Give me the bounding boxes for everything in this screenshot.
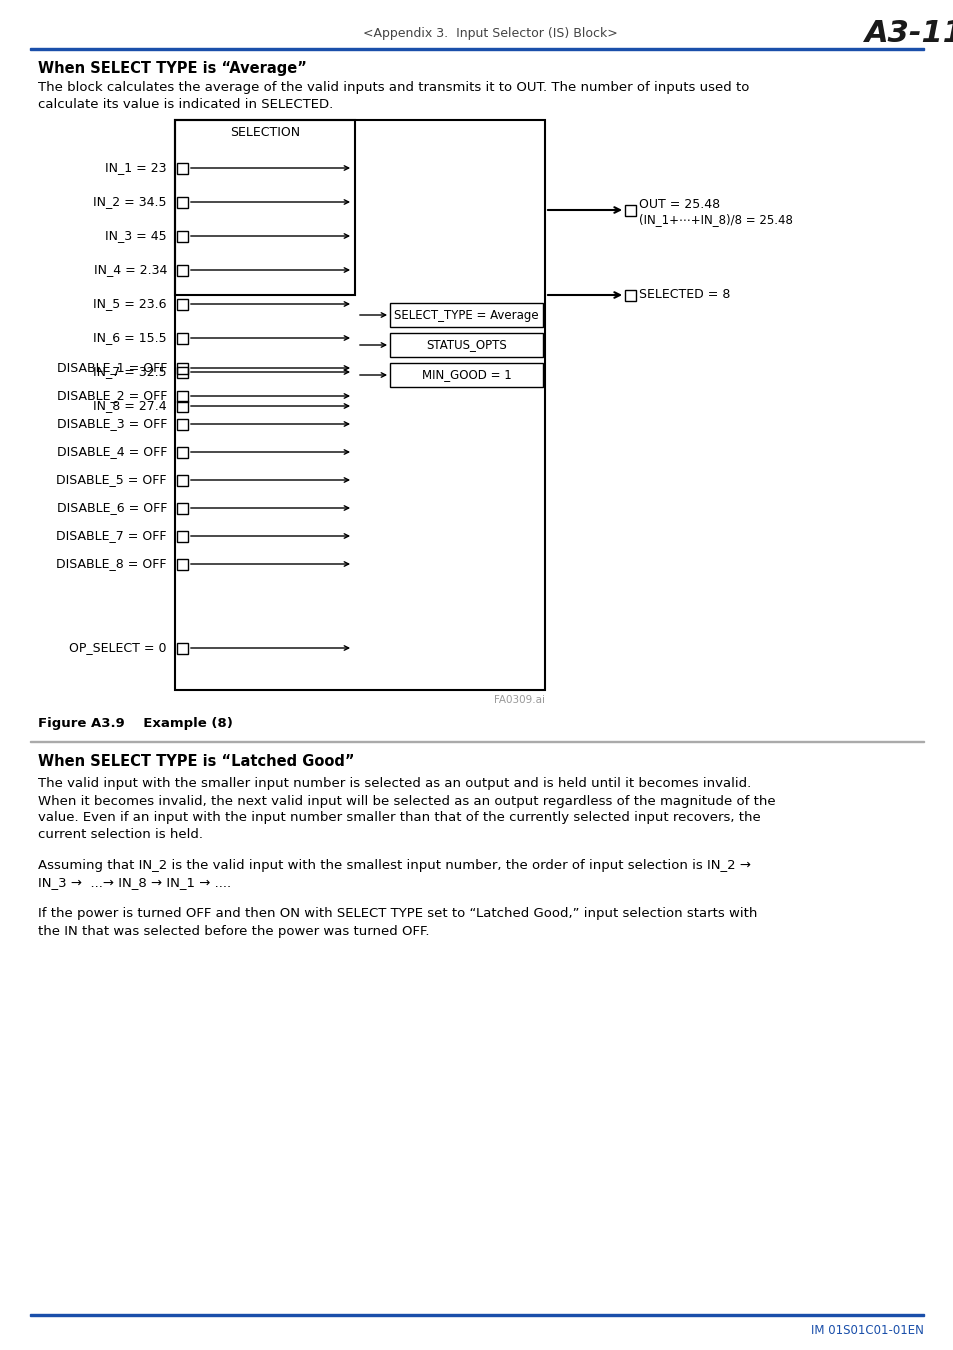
Text: IN_7 = 32.5: IN_7 = 32.5 bbox=[93, 366, 167, 378]
Text: SELECT_TYPE = Average: SELECT_TYPE = Average bbox=[394, 309, 538, 321]
Text: STATUS_OPTS: STATUS_OPTS bbox=[426, 339, 506, 351]
Bar bbox=[177, 447, 188, 458]
Text: If the power is turned OFF and then ON with SELECT TYPE set to “Latched Good,” i: If the power is turned OFF and then ON w… bbox=[38, 907, 757, 921]
Bar bbox=[390, 333, 542, 356]
Text: OUT = 25.48: OUT = 25.48 bbox=[639, 197, 720, 211]
Text: Assuming that IN_2 is the valid input with the smallest input number, the order : Assuming that IN_2 is the valid input wi… bbox=[38, 860, 750, 872]
Bar bbox=[177, 502, 188, 513]
Text: SELECTED = 8: SELECTED = 8 bbox=[639, 289, 730, 301]
Text: current selection is held.: current selection is held. bbox=[38, 829, 203, 841]
Text: (IN_1+⋯+IN_8)/8 = 25.48: (IN_1+⋯+IN_8)/8 = 25.48 bbox=[639, 213, 792, 227]
Text: A3-11: A3-11 bbox=[864, 19, 953, 47]
Text: DISABLE_3 = OFF: DISABLE_3 = OFF bbox=[56, 417, 167, 431]
Bar bbox=[177, 162, 188, 174]
Bar bbox=[177, 332, 188, 343]
Bar bbox=[177, 363, 188, 374]
Bar bbox=[177, 531, 188, 541]
Text: SELECTION: SELECTION bbox=[230, 127, 300, 139]
Bar bbox=[174, 120, 355, 296]
Text: IN_2 = 34.5: IN_2 = 34.5 bbox=[93, 196, 167, 208]
Text: Figure A3.9    Example (8): Figure A3.9 Example (8) bbox=[38, 717, 233, 730]
Bar bbox=[390, 363, 542, 387]
Text: DISABLE_5 = OFF: DISABLE_5 = OFF bbox=[56, 474, 167, 486]
Bar bbox=[174, 120, 544, 690]
Text: FA0309.ai: FA0309.ai bbox=[494, 695, 544, 705]
Bar bbox=[624, 289, 636, 301]
Text: <Appendix 3.  Input Selector (IS) Block>: <Appendix 3. Input Selector (IS) Block> bbox=[362, 27, 617, 39]
Text: IN_5 = 23.6: IN_5 = 23.6 bbox=[93, 297, 167, 310]
Text: value. Even if an input with the input number smaller than that of the currently: value. Even if an input with the input n… bbox=[38, 811, 760, 825]
Text: The valid input with the smaller input number is selected as an output and is he: The valid input with the smaller input n… bbox=[38, 778, 750, 791]
Bar bbox=[177, 298, 188, 309]
Text: the IN that was selected before the power was turned OFF.: the IN that was selected before the powe… bbox=[38, 925, 429, 937]
Text: DISABLE_1 = OFF: DISABLE_1 = OFF bbox=[56, 362, 167, 374]
Bar bbox=[177, 559, 188, 570]
Text: When it becomes invalid, the next valid input will be selected as an output rega: When it becomes invalid, the next valid … bbox=[38, 795, 775, 807]
Text: DISABLE_8 = OFF: DISABLE_8 = OFF bbox=[56, 558, 167, 571]
Text: DISABLE_4 = OFF: DISABLE_4 = OFF bbox=[56, 446, 167, 459]
Text: IN_6 = 15.5: IN_6 = 15.5 bbox=[93, 332, 167, 344]
Bar bbox=[177, 197, 188, 208]
Text: DISABLE_2 = OFF: DISABLE_2 = OFF bbox=[56, 390, 167, 402]
Text: DISABLE_7 = OFF: DISABLE_7 = OFF bbox=[56, 529, 167, 543]
Text: When SELECT TYPE is “Latched Good”: When SELECT TYPE is “Latched Good” bbox=[38, 755, 355, 770]
Text: IN_3 = 45: IN_3 = 45 bbox=[105, 230, 167, 243]
Text: calculate its value is indicated in SELECTED.: calculate its value is indicated in SELE… bbox=[38, 97, 333, 111]
Bar bbox=[177, 418, 188, 429]
Text: MIN_GOOD = 1: MIN_GOOD = 1 bbox=[421, 369, 511, 382]
Bar bbox=[177, 401, 188, 412]
Text: The block calculates the average of the valid inputs and transmits it to OUT. Th: The block calculates the average of the … bbox=[38, 81, 749, 95]
Text: When SELECT TYPE is “Average”: When SELECT TYPE is “Average” bbox=[38, 61, 307, 76]
Bar bbox=[177, 231, 188, 242]
Bar bbox=[624, 204, 636, 216]
Text: DISABLE_6 = OFF: DISABLE_6 = OFF bbox=[56, 501, 167, 514]
Text: IN_3 →  ...→ IN_8 → IN_1 → ....: IN_3 → ...→ IN_8 → IN_1 → .... bbox=[38, 876, 231, 890]
Bar bbox=[30, 47, 923, 50]
Bar bbox=[177, 265, 188, 275]
Bar bbox=[177, 390, 188, 401]
Text: IN_1 = 23: IN_1 = 23 bbox=[106, 162, 167, 174]
Text: OP_SELECT = 0: OP_SELECT = 0 bbox=[70, 641, 167, 655]
Text: IN_8 = 27.4: IN_8 = 27.4 bbox=[93, 400, 167, 413]
Text: IM 01S01C01-01EN: IM 01S01C01-01EN bbox=[810, 1323, 923, 1336]
Bar bbox=[177, 474, 188, 486]
Bar bbox=[177, 366, 188, 378]
Bar bbox=[177, 643, 188, 653]
Bar bbox=[30, 1314, 923, 1316]
Text: IN_4 = 2.34: IN_4 = 2.34 bbox=[93, 263, 167, 277]
Bar bbox=[390, 302, 542, 327]
